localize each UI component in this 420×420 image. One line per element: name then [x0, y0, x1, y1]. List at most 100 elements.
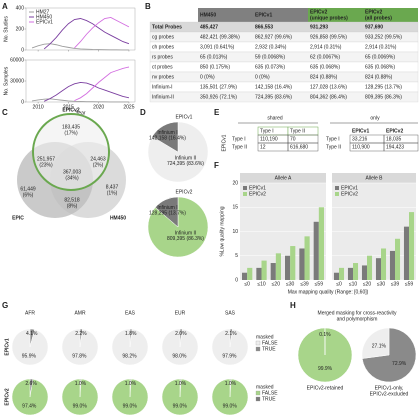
pie-value-label: 27.1% — [372, 343, 387, 349]
x-tick-label: ≤20 — [363, 281, 372, 287]
y-tick-label: 0 — [21, 99, 24, 105]
cell: 862,927 (99.6%) — [255, 34, 292, 40]
row-label: rs probes — [152, 54, 173, 60]
pie-slice — [11, 328, 49, 366]
strip-title: Allele A — [275, 175, 292, 181]
pie-value-label: 4.1% — [26, 331, 38, 337]
bar — [313, 221, 319, 280]
row-label: Total Probes — [152, 24, 182, 30]
x-tick-label: ≤59 — [315, 281, 324, 287]
bar — [270, 263, 276, 280]
pie-value-label: 128,295 (13.7%) — [149, 210, 186, 216]
row-label: ct probes — [152, 64, 173, 70]
x-tick-label: ≤39 — [391, 281, 400, 287]
cell: 194,423 — [386, 144, 404, 150]
pie-caption: EPICv2-retained — [307, 385, 344, 391]
x-tick-label: ≤10 — [257, 281, 266, 287]
bar — [409, 212, 415, 280]
pie-title: EPICv2 — [176, 189, 193, 195]
cell: 65 (0.0069%) — [365, 54, 395, 60]
pie-value-label: 98.0% — [172, 353, 187, 359]
cell: 635 (0.068%) — [310, 64, 340, 70]
bar — [375, 258, 381, 280]
pie-value-label: 1.0% — [75, 381, 87, 387]
bar — [339, 267, 345, 280]
column-header: EPICv2 — [365, 9, 382, 15]
bar — [333, 272, 339, 280]
legend-label: EPICv2 — [341, 191, 358, 197]
y-tick-label: 200 — [16, 26, 25, 32]
bar — [261, 260, 267, 280]
column-title: AMR — [74, 310, 86, 316]
region-count: 8,437 — [106, 184, 119, 190]
pie-value-label: 1.0% — [125, 381, 137, 387]
cell: 482,421 (99.38%) — [200, 34, 240, 40]
bar — [304, 236, 310, 280]
cell: 0 (0%) — [200, 74, 215, 80]
panel-label: B — [145, 2, 151, 11]
pie-value-label: 1.0% — [225, 381, 237, 387]
y-tick-label: 10 — [232, 229, 238, 235]
y-tick-label: 400 — [16, 5, 25, 11]
pie-value-label: 2.1% — [225, 331, 237, 337]
pie-title: EPICv1 — [176, 114, 193, 120]
cell-box — [287, 142, 319, 152]
cell: 142,158 (16.4%) — [255, 84, 292, 90]
cell: 866,553 — [255, 24, 273, 30]
bar — [256, 267, 262, 280]
y-axis-label: No. Studies — [3, 16, 9, 42]
pie-slice — [61, 328, 99, 366]
bar — [275, 253, 281, 280]
legend-label: EPICv2 — [249, 191, 266, 197]
x-tick-label: 2010 — [33, 104, 44, 110]
x-tick-label: ≤20 — [272, 281, 281, 287]
cell: 110,900 — [352, 144, 370, 150]
legend-label: FALSE — [262, 390, 278, 396]
legend-swatch — [243, 192, 247, 196]
x-axis-label: Max mapping quality (Range: [0,60]) — [288, 289, 369, 295]
pie-caption: EPICv2-excluded — [370, 391, 409, 397]
cell: 0 (0%) — [255, 74, 270, 80]
header-bg — [308, 8, 418, 22]
row-title: EPICv2 — [4, 388, 10, 405]
bar — [353, 263, 359, 280]
legend-label: EPICv1 — [341, 185, 358, 191]
column-label: Type I — [260, 128, 274, 134]
legend-swatch — [255, 390, 261, 396]
pie-slice — [161, 328, 199, 366]
row-header: EPICv1 — [221, 134, 227, 151]
region-pct: (23%) — [39, 162, 53, 168]
x-tick-label: ≤10 — [349, 281, 358, 287]
pie-slice — [361, 327, 390, 359]
bar — [395, 238, 401, 280]
h-title: and polymorphism — [337, 316, 378, 322]
cell: 110,190 — [260, 136, 278, 142]
row-label: Type I — [326, 136, 340, 142]
table-title: shared — [267, 115, 283, 121]
pie-value-label: 72.9% — [392, 361, 407, 367]
h-title: Merged masking for cross-reactivity — [318, 310, 397, 316]
region-pct: (34%) — [65, 175, 79, 181]
pie-value-label: 98.2% — [122, 353, 137, 359]
x-tick-label: ≤30 — [377, 281, 386, 287]
pie-value-label: 97.9% — [222, 353, 237, 359]
cell: 926,858 (99.5%) — [310, 34, 347, 40]
legend-title: masked — [256, 384, 274, 390]
region-count: 183,435 — [62, 124, 80, 130]
bar — [318, 207, 324, 280]
column-label: EPICv2 — [386, 128, 403, 134]
cell: 850 (0.175%) — [200, 64, 230, 70]
pie-category: Infinium I — [157, 130, 177, 136]
header-bg — [198, 8, 308, 22]
cell: 616,680 — [290, 144, 308, 150]
row-label: Infinium-I — [152, 84, 173, 90]
column-header: HM450 — [200, 12, 216, 18]
pie-value-label: 1.0% — [175, 381, 187, 387]
cell: 2,914 (0.31%) — [365, 44, 397, 50]
region-pct: (17%) — [64, 130, 78, 136]
legend-title: masked — [256, 334, 274, 340]
line-series — [74, 16, 130, 49]
line-series — [31, 43, 129, 51]
cell: 2,932 (0.34%) — [255, 44, 287, 50]
